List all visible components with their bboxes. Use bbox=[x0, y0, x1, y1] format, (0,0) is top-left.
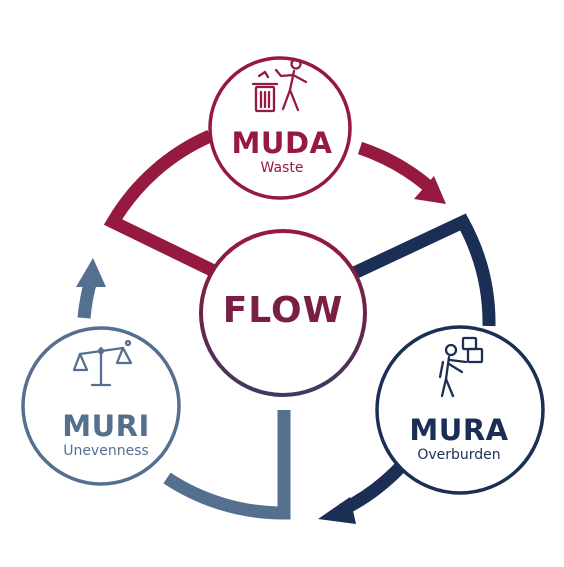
person-throwing-trash-icon bbox=[251, 58, 308, 113]
muda-arrowhead bbox=[414, 176, 446, 204]
mura-title: MURA bbox=[409, 413, 509, 447]
muda-circle bbox=[208, 56, 352, 200]
muri-subtitle: Unevenness bbox=[63, 443, 149, 459]
muda-arrow-out bbox=[357, 141, 433, 192]
muda-arrow-arc bbox=[103, 130, 225, 281]
balance-scale-icon bbox=[72, 339, 133, 387]
muri-arrowhead bbox=[76, 258, 106, 287]
mura-subtitle: Overburden bbox=[417, 447, 501, 463]
muri-arrow-arc bbox=[163, 410, 291, 520]
flow-label: FLOW bbox=[222, 290, 344, 331]
muri-circle bbox=[21, 326, 181, 486]
mura-circle bbox=[375, 325, 545, 495]
muda-subtitle: Waste bbox=[260, 160, 304, 176]
mura-arrow-out bbox=[339, 457, 410, 516]
flow-circle bbox=[199, 229, 367, 397]
muri-title: MURI bbox=[62, 409, 150, 443]
mura-arrowhead bbox=[318, 497, 356, 524]
muda-title: MUDA bbox=[231, 126, 333, 160]
person-carrying-boxes-icon bbox=[438, 336, 484, 398]
mura-arrow-arc bbox=[347, 213, 496, 327]
